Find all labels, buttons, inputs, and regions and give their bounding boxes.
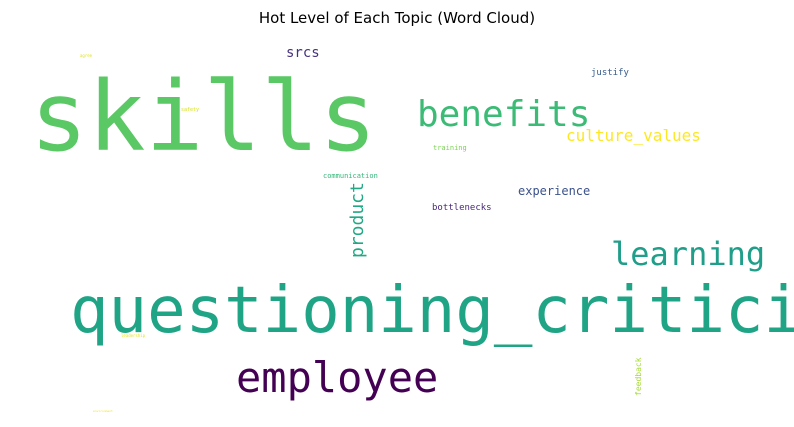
word-training: training [433,144,467,152]
word-bottlenecks: bottlenecks [432,203,492,213]
word-experience: experience [518,184,590,198]
word-skills: skills [30,61,377,173]
word-agree: agree [80,53,93,58]
word-learning: learning [611,235,765,273]
word-product: product [347,182,368,258]
word-safety: safety [181,107,199,113]
word-questioning-criticism: questioning_criticism [70,274,794,348]
word-justify: justify [591,68,630,78]
word-feedback: feedback [634,357,643,396]
word-communication: communication [323,172,378,180]
word-culture-values: culture_values [566,126,701,145]
word-employee: employee [236,353,438,402]
word-leadership: leadership [121,333,146,338]
word-srcs: srcs [286,45,320,61]
chart-title: Hot Level of Each Topic (Word Cloud) [259,9,535,27]
word-cloud: skills questioning_criticism employee benef… [30,45,794,413]
word-environment: environment [93,409,113,413]
word-benefits: benefits [417,94,590,135]
